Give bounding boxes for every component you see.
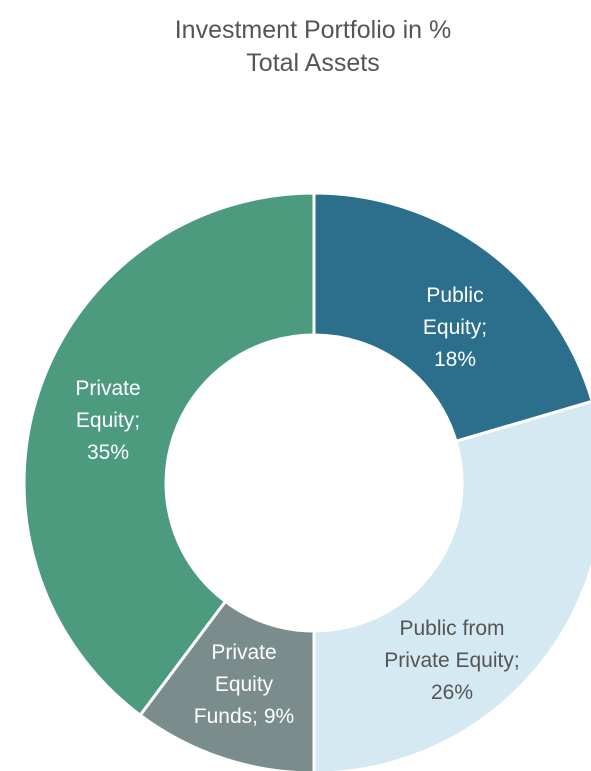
slice-label-3-line-1: Private <box>211 641 276 664</box>
slice-label-2: Public from Private Equity; 26% <box>384 617 519 704</box>
slice-label-2-line-2: Private Equity; <box>384 649 519 672</box>
slice-label-4-line-1: Private <box>75 377 140 400</box>
slice-label-4-line-3: 35% <box>87 441 129 464</box>
slice-label-1-line-3: 18% <box>434 348 476 371</box>
slice-label-2-line-3: 26% <box>431 681 473 704</box>
slice-label-1-line-2: Equity; <box>423 316 487 339</box>
slice-label-1-line-1: Public <box>426 284 483 307</box>
chart-title-line-1: Investment Portfolio in % <box>174 16 452 44</box>
chart-title-line-2: Total Assets <box>246 49 380 77</box>
donut-slice-2 <box>312 400 591 771</box>
slice-label-4-line-2: Equity; <box>76 409 140 432</box>
donut-slice-1 <box>312 191 591 444</box>
slice-label-3-line-3: Funds; 9% <box>194 705 294 728</box>
donut-slice-4 <box>22 191 316 718</box>
slice-label-1: Public Equity; 18% <box>423 284 487 371</box>
slice-label-2-line-1: Public from <box>399 617 504 640</box>
slice-label-3-line-2: Equity <box>215 673 274 696</box>
slice-label-4: Private Equity; 35% <box>75 377 140 464</box>
slice-label-3: Private Equity Funds; 9% <box>194 641 294 728</box>
chart-title: Investment Portfolio in % Total Assets <box>0 14 591 80</box>
